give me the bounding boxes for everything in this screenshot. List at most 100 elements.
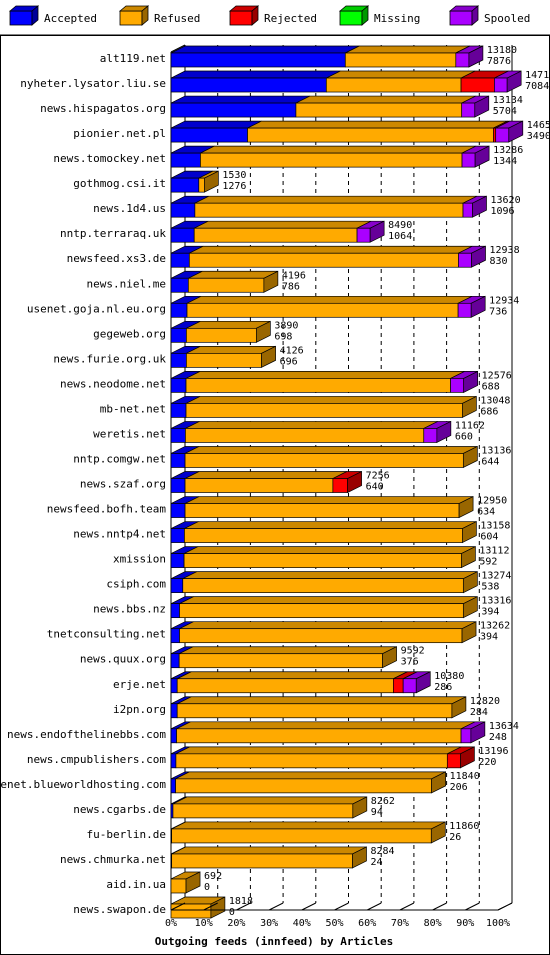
- legend-swatch-missing: [340, 11, 362, 25]
- accepted-count-label: 220: [478, 757, 496, 768]
- bar-segment-refused: [345, 53, 456, 67]
- bar-segment-top: [184, 522, 476, 529]
- host-label: mb-net.net: [100, 402, 166, 415]
- bar-segment-refused: [248, 128, 494, 142]
- host-label: news.cgarbs.de: [73, 803, 166, 816]
- bar-segment-spooled: [403, 679, 416, 693]
- bar-segment-refused: [179, 654, 382, 668]
- bar-row: newsfeed.xs3.de12938830: [67, 245, 520, 267]
- bar-segment-refused: [185, 479, 333, 493]
- host-label: pionier.net.pl: [73, 127, 166, 140]
- accepted-count-label: 394: [481, 607, 499, 618]
- bar-row: news.nntp4.net13158604: [73, 521, 510, 543]
- bar-segment-top: [194, 221, 371, 228]
- host-label: news.endofthelinebbs.com: [7, 728, 166, 741]
- bar-segment-accepted: [171, 479, 185, 493]
- bar-segment-refused: [326, 78, 461, 92]
- bar-segment-top: [177, 697, 466, 704]
- host-label: news.1d4.us: [93, 202, 166, 215]
- host-label: news.quux.org: [80, 653, 166, 666]
- host-label: i2pn.org: [113, 703, 166, 716]
- x-tick-mark: [400, 903, 414, 910]
- bar-segment-accepted: [171, 378, 186, 392]
- accepted-count-label: 0: [229, 907, 235, 918]
- accepted-count-label: 698: [274, 331, 292, 342]
- host-label: newsfeed.xs3.de: [67, 252, 166, 265]
- offered-count-label: 11840: [450, 771, 480, 782]
- offered-count-label: 13112: [479, 546, 509, 557]
- accepted-count-label: 604: [480, 532, 498, 543]
- bar-segment-spooled: [461, 729, 471, 743]
- bar-row: usenet.goja.nl.eu.org12934736: [27, 295, 519, 317]
- offered-count-label: 4126: [280, 345, 304, 356]
- bar-segment-top: [189, 246, 472, 253]
- bar-segment-top: [172, 847, 367, 854]
- offered-count-label: 7256: [366, 471, 390, 482]
- bar-segment-refused: [172, 854, 353, 868]
- host-label: news.bbs.nz: [93, 603, 166, 616]
- bar-segment-top: [187, 296, 472, 303]
- host-label: aid.in.ua: [106, 878, 166, 891]
- offered-count-label: 13134: [493, 95, 523, 106]
- x-tick-mark: [269, 903, 283, 910]
- bar-row: news.bbs.nz 13316394: [93, 596, 511, 618]
- x-tick-label: 10%: [195, 918, 213, 929]
- accepted-count-label: 696: [280, 356, 298, 367]
- bar-row: news.furie.org.uk4126696: [53, 345, 303, 367]
- offered-count-label: 13316: [481, 596, 511, 607]
- bar-row: weretis.net11162660: [93, 420, 485, 442]
- bar-segment-accepted: [171, 353, 186, 367]
- bar-segment-spooled: [463, 203, 472, 217]
- host-label: newsfeed.bofh.team: [47, 503, 167, 516]
- host-label: news.szaf.org: [80, 478, 166, 491]
- bar-segment-accepted: [171, 604, 180, 618]
- bar-segment-accepted: [171, 529, 184, 543]
- bar-row: newsfeed.bofh.team12950634: [47, 496, 507, 518]
- bar-segment-spooled: [494, 78, 507, 92]
- bar-segment-rejected: [393, 679, 403, 693]
- x-tick-mark: [465, 903, 479, 910]
- x-tick-label: 0%: [165, 918, 177, 929]
- bar-segment-accepted: [171, 303, 187, 317]
- bar-segment-top: [195, 196, 477, 203]
- accepted-count-label: 7876: [487, 56, 511, 67]
- host-label: news.niel.me: [87, 277, 166, 290]
- bar-segment-refused: [188, 278, 264, 292]
- bar-segment-accepted: [171, 629, 180, 643]
- bar-segment-top: [185, 421, 437, 428]
- host-label: tnetconsulting.net: [47, 628, 166, 641]
- x-tick-label: 100%: [486, 918, 510, 929]
- accepted-count-label: 736: [489, 306, 507, 317]
- legend-label-spooled: Spooled: [484, 12, 530, 25]
- bar-segment-accepted: [171, 654, 179, 668]
- bar-segment-accepted: [171, 729, 177, 743]
- bar-segment-top: [345, 46, 470, 53]
- bar-segment-top: [180, 597, 478, 604]
- bar-segment-accepted: [171, 579, 183, 593]
- host-label: fu-berlin.de: [87, 828, 166, 841]
- bar-segment-accepted: [171, 178, 199, 192]
- offered-count-label: 11860: [449, 821, 479, 832]
- accepted-count-label: 284: [470, 707, 488, 718]
- offered-count-label: 13274: [481, 571, 511, 582]
- bar-segment-top: [185, 472, 347, 479]
- accepted-count-label: 5704: [493, 106, 517, 117]
- bar-segment-accepted: [171, 103, 296, 117]
- bar-segment-refused: [186, 353, 261, 367]
- bar-segment-refused: [184, 529, 462, 543]
- offered-count-label: 1530: [222, 170, 246, 181]
- bar-segment-accepted: [171, 153, 200, 167]
- host-label: news.swapon.de: [73, 903, 166, 916]
- bar-segment-top: [171, 71, 340, 78]
- bar-segment-accepted: [171, 53, 345, 67]
- bar-segment-refused: [185, 504, 459, 518]
- bar-segment-top: [177, 722, 475, 729]
- bar-row: nyheter.lysator.liu.se147147084: [20, 70, 550, 92]
- bar-segment-spooled: [462, 103, 475, 117]
- offered-count-label: 8284: [370, 846, 394, 857]
- bar-segment-accepted: [171, 704, 177, 718]
- accepted-count-label: 592: [479, 557, 497, 568]
